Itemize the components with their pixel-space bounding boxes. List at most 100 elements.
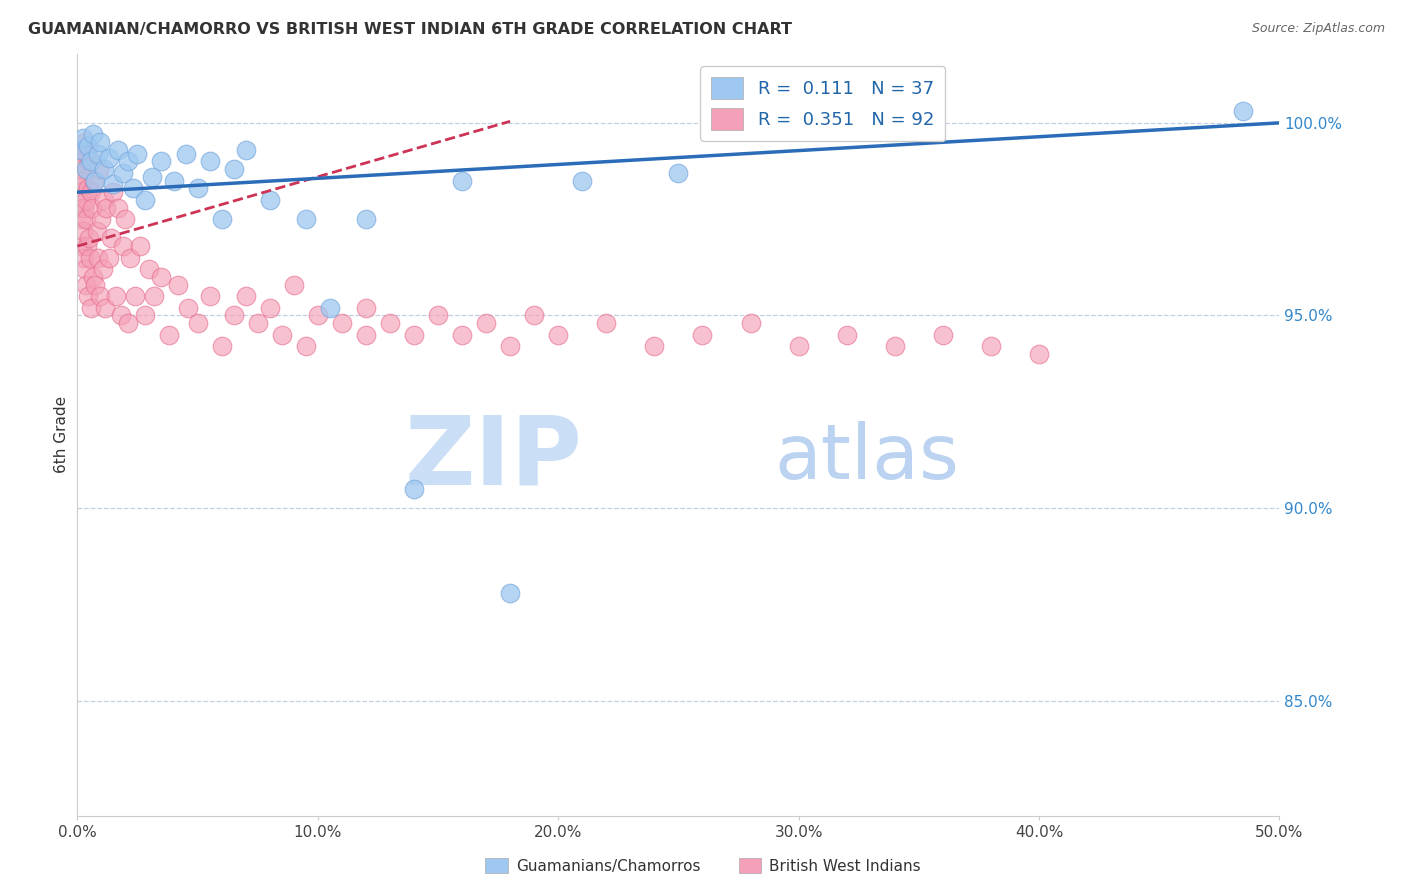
Point <box>319 301 342 315</box>
Point <box>198 154 221 169</box>
Point <box>157 327 180 342</box>
Point <box>67 146 90 161</box>
Point <box>86 224 108 238</box>
Point <box>70 143 93 157</box>
Y-axis label: 6th Grade: 6th Grade <box>53 396 69 474</box>
Point <box>77 139 100 153</box>
Point <box>127 146 149 161</box>
Point <box>246 316 269 330</box>
Point <box>128 239 150 253</box>
Point <box>283 277 305 292</box>
Point <box>70 239 93 253</box>
Point <box>499 586 522 600</box>
Point <box>69 212 91 227</box>
Point <box>75 277 97 292</box>
Point <box>120 251 142 265</box>
Point <box>110 309 132 323</box>
Point <box>111 239 134 253</box>
Point <box>222 309 245 323</box>
Point <box>932 327 955 342</box>
Point <box>75 162 97 177</box>
Point <box>76 239 98 253</box>
Point <box>883 339 905 353</box>
Point <box>980 339 1002 353</box>
Point <box>595 316 617 330</box>
Point <box>740 316 762 330</box>
Point <box>100 231 122 245</box>
Point <box>69 162 91 177</box>
Point <box>259 301 281 315</box>
Legend: R =  0.111   N = 37, R =  0.351   N = 92: R = 0.111 N = 37, R = 0.351 N = 92 <box>700 66 945 141</box>
Point <box>73 135 96 149</box>
Point <box>77 289 100 303</box>
Point <box>67 173 90 187</box>
Point <box>547 327 569 342</box>
Point <box>294 339 316 353</box>
Point <box>75 212 97 227</box>
Point <box>174 146 197 161</box>
Point <box>1028 347 1050 361</box>
Point <box>66 154 89 169</box>
Point <box>643 339 665 353</box>
Point <box>77 231 100 245</box>
Point <box>211 339 233 353</box>
Point <box>354 327 377 342</box>
Point <box>80 301 103 315</box>
Point <box>87 251 110 265</box>
Point <box>83 173 105 187</box>
Point <box>97 151 120 165</box>
Point <box>1232 104 1254 119</box>
Point <box>84 277 107 292</box>
Point <box>87 162 110 177</box>
Point <box>143 289 166 303</box>
Point <box>134 309 156 323</box>
Point <box>87 146 110 161</box>
Point <box>77 181 100 195</box>
Point <box>294 212 316 227</box>
Point <box>354 301 377 315</box>
Text: atlas: atlas <box>775 421 959 495</box>
Point <box>72 173 94 187</box>
Point <box>107 143 129 157</box>
Point <box>134 193 156 207</box>
Point <box>150 154 173 169</box>
Point <box>97 251 120 265</box>
Point <box>69 143 91 157</box>
Point <box>82 201 104 215</box>
Point <box>692 327 714 342</box>
Point <box>96 201 118 215</box>
Point <box>162 173 184 187</box>
Point <box>79 154 101 169</box>
Point <box>103 185 125 199</box>
Point <box>668 166 690 180</box>
Point <box>104 289 127 303</box>
Point <box>103 178 125 192</box>
Point <box>124 289 146 303</box>
Point <box>235 289 257 303</box>
Point <box>307 309 329 323</box>
Point <box>787 339 810 353</box>
Point <box>354 212 377 227</box>
Point <box>72 131 94 145</box>
Point <box>523 309 546 323</box>
Point <box>222 162 245 177</box>
Point <box>93 193 115 207</box>
Point <box>90 212 112 227</box>
Point <box>93 162 115 177</box>
Point <box>451 173 474 187</box>
Point <box>79 154 101 169</box>
Point <box>70 154 93 169</box>
Point <box>73 262 96 277</box>
Point <box>427 309 450 323</box>
Point <box>117 316 139 330</box>
Point <box>84 173 107 187</box>
Text: ZIP: ZIP <box>405 411 582 504</box>
Point <box>571 173 593 187</box>
Point <box>235 143 257 157</box>
Point <box>76 146 98 161</box>
Point <box>72 251 94 265</box>
Point <box>89 289 111 303</box>
Point <box>91 262 114 277</box>
Point <box>177 301 200 315</box>
Text: GUAMANIAN/CHAMORRO VS BRITISH WEST INDIAN 6TH GRADE CORRELATION CHART: GUAMANIAN/CHAMORRO VS BRITISH WEST INDIA… <box>28 22 792 37</box>
